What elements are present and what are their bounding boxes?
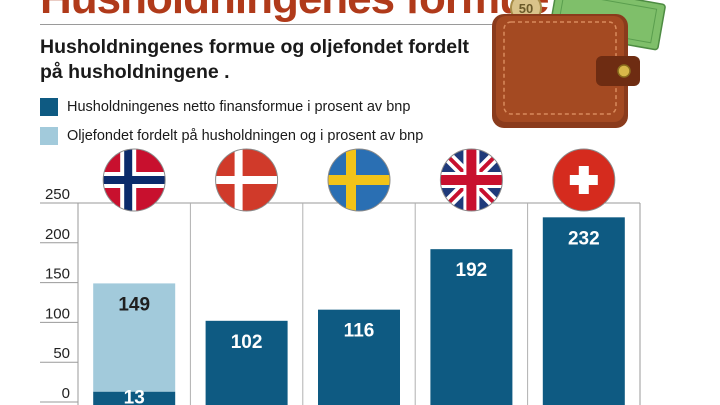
banknote-label: 50	[519, 1, 533, 16]
y-tick-label: 0	[62, 385, 70, 402]
bar-value-label: 116	[344, 321, 375, 342]
legend-label: Oljefondet fordelt på husholdningen og i…	[67, 128, 424, 144]
sweden-flag-icon	[327, 148, 391, 212]
y-tick-label: 50	[53, 345, 70, 362]
bar-value-label: 192	[456, 260, 488, 281]
bar-netto-finansformue	[205, 320, 288, 405]
divider	[40, 24, 640, 25]
legend-item-finansformue: Husholdningenes netto finansformue i pro…	[40, 95, 423, 119]
bar-value-label-inner: 13	[124, 388, 145, 405]
y-tick-label: 200	[45, 226, 70, 243]
y-tick-label: 100	[45, 305, 70, 322]
bar-value-label: 149	[118, 294, 150, 315]
y-tick-label: 250	[45, 186, 70, 203]
legend-swatch-light	[40, 127, 58, 145]
wallet-icon: 50	[492, 0, 666, 128]
headline: Husholdningenes formue	[40, 0, 549, 24]
bar-value-label: 102	[231, 332, 263, 353]
bar-netto-finansformue	[93, 391, 176, 405]
norway-flag-icon	[102, 148, 166, 212]
uk-flag-icon	[439, 148, 503, 212]
bar-value-label: 232	[568, 228, 600, 249]
chart-subtitle: Husholdningenes formue og oljefondet for…	[40, 36, 469, 83]
bar-oljefondet	[93, 283, 176, 392]
legend-item-oljefondet: Oljefondet fordelt på husholdningen og i…	[40, 124, 423, 148]
bar-netto-finansformue	[318, 309, 400, 405]
y-tick-label: 150	[45, 266, 70, 283]
switzerland-flag-icon	[552, 148, 616, 212]
bar-netto-finansformue	[542, 217, 625, 405]
legend-label: Husholdningenes netto finansformue i pro…	[67, 99, 411, 115]
bar-netto-finansformue	[430, 249, 513, 405]
legend-swatch-dark	[40, 98, 58, 116]
legend: Husholdningenes netto finansformue i pro…	[40, 95, 423, 153]
denmark-flag-icon	[215, 148, 279, 212]
